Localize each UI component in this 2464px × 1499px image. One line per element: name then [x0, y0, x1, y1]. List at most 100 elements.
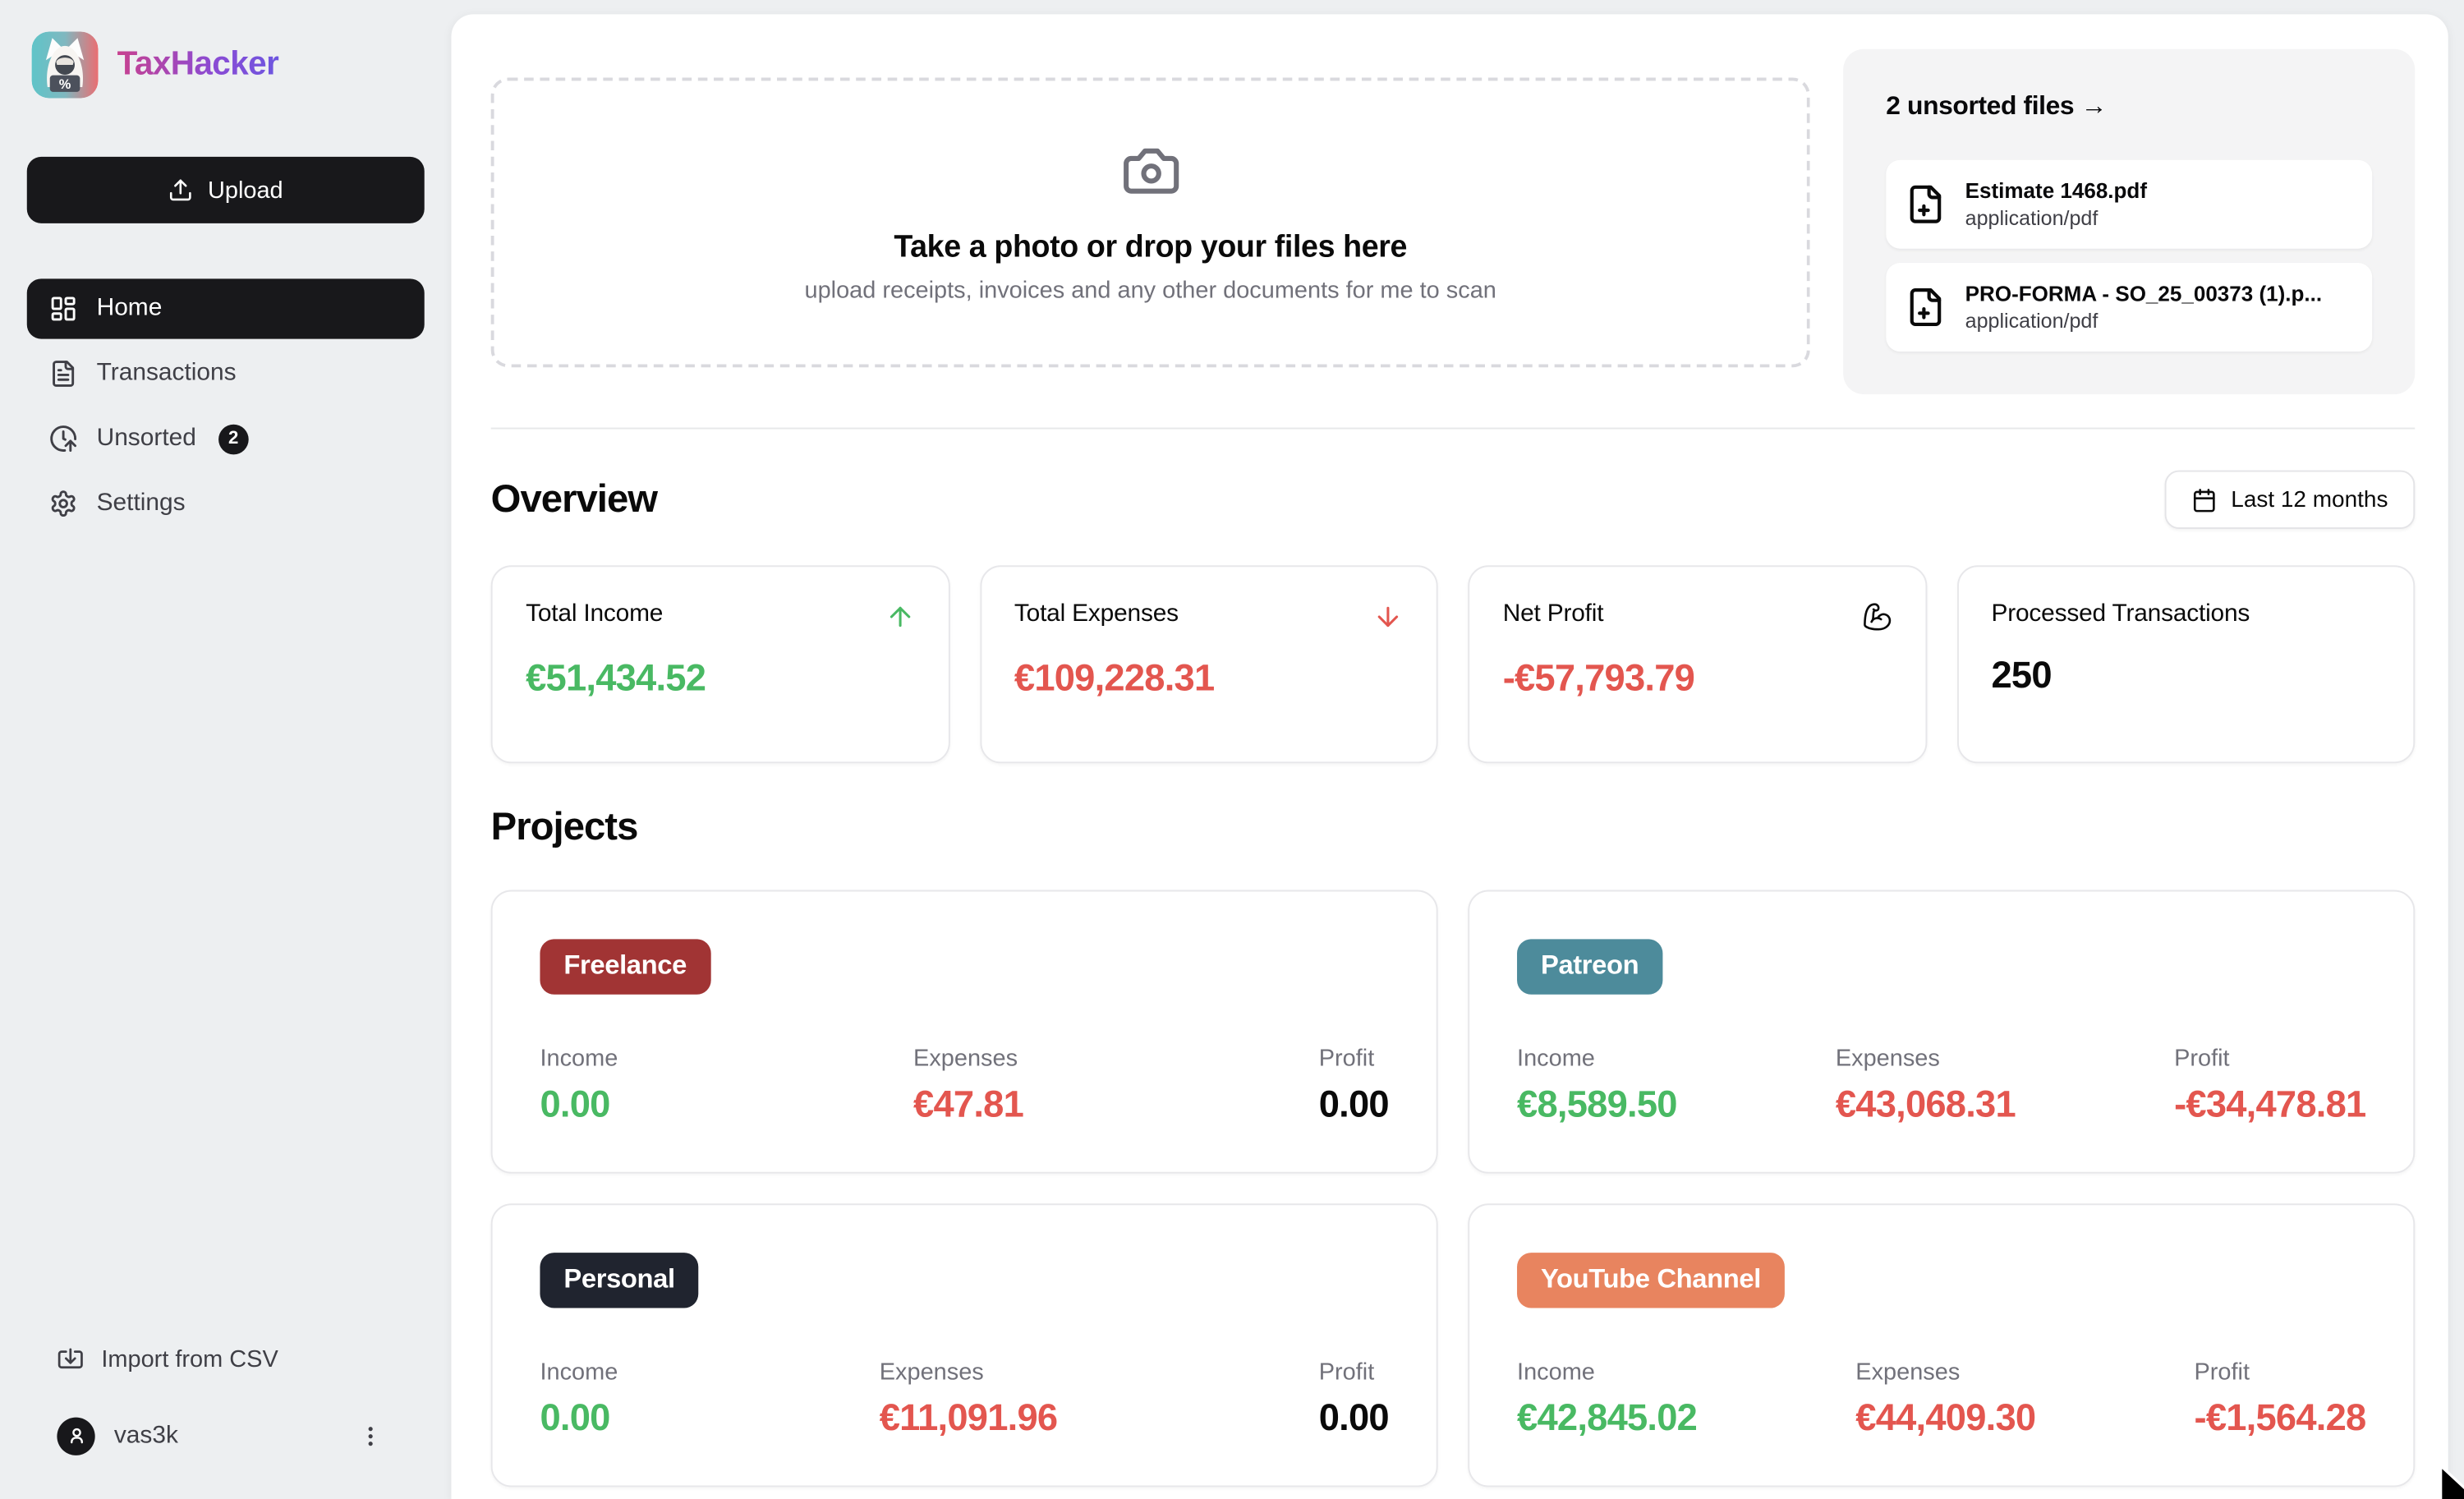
- user-name: vas3k: [113, 1421, 178, 1449]
- gear-icon: [51, 490, 76, 517]
- sidebar-nav: Home Transactions Unsorted 2 Settings: [26, 278, 425, 533]
- camera-icon: [1123, 147, 1179, 193]
- dropzone-subtitle: upload receipts, invoices and any other …: [804, 276, 1496, 304]
- expenses-value: €47.81: [913, 1083, 1024, 1124]
- income-value: 0.00: [540, 1396, 610, 1438]
- sidebar: % TaxHacker Upload Home Transactions Uns…: [0, 0, 451, 1499]
- expenses-label: Expenses: [1855, 1359, 1961, 1386]
- stat-card-total-income: Total Income €51,434.52: [490, 565, 949, 764]
- expenses-value: €43,068.31: [1835, 1083, 2016, 1124]
- profit-value: 0.00: [1318, 1396, 1390, 1438]
- file-dropzone[interactable]: Take a photo or drop your files here upl…: [490, 76, 1810, 367]
- profit-value: -€1,564.28: [2194, 1396, 2367, 1438]
- expenses-value: €11,091.96: [879, 1396, 1058, 1438]
- stat-value: 250: [1991, 654, 2052, 696]
- project-badge: Patreon: [1517, 939, 1663, 995]
- file-name: PRO-FORMA - SO_25_00373 (1).p...: [1965, 282, 2323, 306]
- kebab-menu-icon: [368, 1426, 373, 1446]
- stat-label: Net Profit: [1502, 600, 1604, 628]
- upload-button[interactable]: Upload: [26, 156, 425, 223]
- expenses-label: Expenses: [913, 1045, 1018, 1073]
- overview-stats: Total Income €51,434.52 Total Expenses €…: [490, 565, 2416, 764]
- sidebar-item-home[interactable]: Home: [26, 278, 425, 339]
- user-row[interactable]: vas3k: [27, 1416, 425, 1455]
- user-menu-button[interactable]: [358, 1423, 384, 1449]
- clock-arrow-up-icon: [50, 425, 77, 452]
- overview-header: Overview Last 12 months: [490, 470, 2416, 529]
- profit-label: Profit: [2194, 1359, 2250, 1386]
- sidebar-item-settings[interactable]: Settings: [27, 473, 425, 533]
- sidebar-footer: Import from CSV vas3k: [27, 1345, 425, 1467]
- project-card-freelance[interactable]: Freelance Income 0.00 Expenses €47.81 Prof…: [490, 890, 1438, 1174]
- avatar: [57, 1416, 95, 1455]
- layout-dashboard-icon: [51, 297, 76, 321]
- svg-text:%: %: [59, 77, 71, 92]
- profit-label: Profit: [1318, 1045, 1375, 1073]
- stat-card-processed-transactions: Processed Transactions 250: [1956, 565, 2416, 764]
- stat-label: Total Expenses: [1014, 600, 1179, 628]
- brand: % TaxHacker: [31, 31, 425, 99]
- income-value: €42,845.02: [1517, 1396, 1698, 1438]
- profit-label: Profit: [1318, 1359, 1375, 1386]
- sidebar-item-label: Settings: [96, 489, 186, 517]
- expenses-value: €44,409.30: [1855, 1396, 2036, 1438]
- file-name: Estimate 1468.pdf: [1965, 178, 2148, 203]
- app-logo: %: [31, 31, 99, 99]
- upload-section: Take a photo or drop your files here upl…: [490, 48, 2416, 395]
- stat-card-net-profit: Net Profit -€57,793.79: [1468, 565, 1927, 764]
- sidebar-item-label: Transactions: [96, 359, 237, 387]
- upload-icon: [170, 179, 192, 201]
- expenses-label: Expenses: [1835, 1045, 1940, 1073]
- file-plus-icon: [1910, 185, 1942, 223]
- biceps-icon: [1863, 603, 1891, 631]
- income-value: 0.00: [540, 1083, 610, 1124]
- import-csv-button[interactable]: Import from CSV: [27, 1345, 425, 1373]
- import-csv-label: Import from CSV: [101, 1345, 278, 1373]
- section-divider: [490, 427, 2416, 430]
- dropzone-title: Take a photo or drop your files here: [894, 228, 1408, 264]
- profit-value: 0.00: [1318, 1083, 1390, 1124]
- file-text-icon: [53, 361, 75, 387]
- project-badge: YouTube Channel: [1517, 1253, 1785, 1308]
- profit-value: -€34,478.81: [2174, 1083, 2366, 1124]
- expenses-label: Expenses: [879, 1359, 984, 1386]
- unsorted-files-heading[interactable]: 2 unsorted files →: [1886, 91, 2108, 121]
- project-card-youtube-channel[interactable]: YouTube Channel Income €42,845.02 Expense…: [1468, 1203, 2416, 1488]
- income-label: Income: [1517, 1045, 1595, 1073]
- stat-label: Total Income: [526, 600, 664, 628]
- user-icon: [70, 1428, 83, 1444]
- file-type: application/pdf: [1965, 205, 2099, 230]
- unsorted-count-badge: 2: [218, 423, 249, 454]
- stat-value: -€57,793.79: [1502, 657, 1695, 699]
- project-card-patreon[interactable]: Patreon Income €8,589.50 Expenses €43,068.…: [1468, 890, 2416, 1174]
- unsorted-files-panel[interactable]: 2 unsorted files → Estimate 1468.pdf app…: [1843, 48, 2416, 395]
- main-panel: Take a photo or drop your files here upl…: [451, 14, 2448, 1499]
- unsorted-file-card[interactable]: Estimate 1468.pdf application/pdf: [1886, 159, 2373, 249]
- sidebar-item-label: Unsorted: [96, 424, 196, 452]
- stat-value: €109,228.31: [1014, 657, 1215, 699]
- project-badge: Freelance: [540, 939, 710, 995]
- mouse-cursor: [2439, 1463, 2464, 1499]
- project-card-personal[interactable]: Personal Income 0.00 Expenses €11,091.96 P…: [490, 1203, 1438, 1488]
- income-value: €8,589.50: [1517, 1083, 1677, 1124]
- projects-title: Projects: [490, 806, 639, 849]
- profit-label: Profit: [2174, 1045, 2230, 1073]
- stat-value: €51,434.52: [526, 657, 706, 699]
- stat-card-total-expenses: Total Expenses €109,228.31: [979, 565, 1438, 764]
- income-label: Income: [1517, 1359, 1595, 1386]
- projects-grid: Freelance Income 0.00 Expenses €47.81 Prof…: [490, 890, 2416, 1488]
- income-label: Income: [540, 1359, 618, 1386]
- file-type: application/pdf: [1965, 308, 2099, 333]
- unsorted-file-card[interactable]: PRO-FORMA - SO_25_00373 (1).p... applica…: [1886, 263, 2373, 352]
- upload-button-label: Upload: [207, 176, 283, 204]
- import-icon: [57, 1347, 83, 1368]
- sidebar-item-unsorted[interactable]: Unsorted 2: [27, 408, 425, 468]
- period-label: Last 12 months: [2231, 486, 2388, 513]
- file-plus-icon: [1910, 288, 1942, 327]
- overview-title: Overview: [490, 477, 658, 521]
- sidebar-item-transactions[interactable]: Transactions: [27, 343, 425, 403]
- period-selector-button[interactable]: Last 12 months: [2164, 470, 2416, 529]
- arrow-up-icon: [889, 606, 910, 628]
- app-title: TaxHacker: [117, 45, 279, 83]
